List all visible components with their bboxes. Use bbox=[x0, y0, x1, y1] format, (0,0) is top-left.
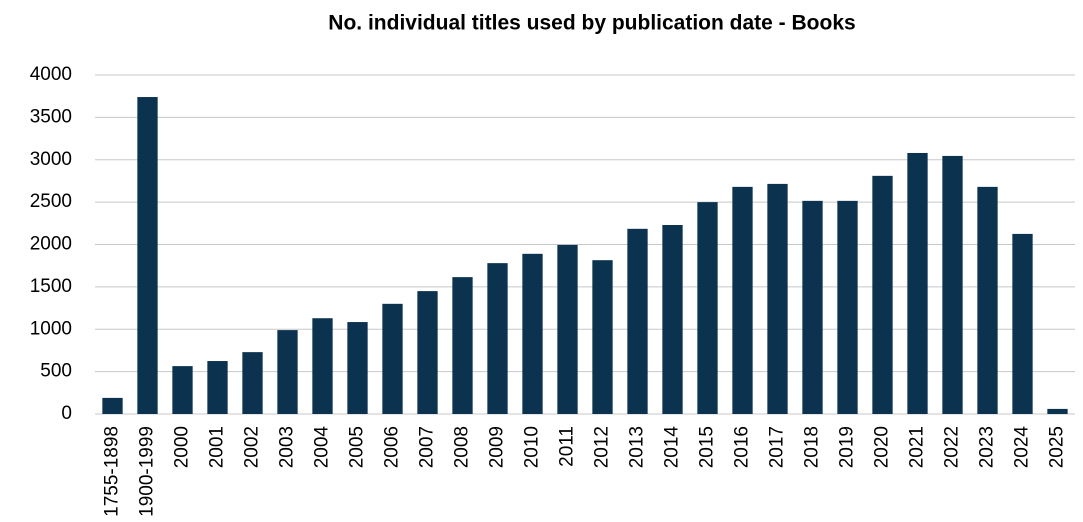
bar bbox=[382, 303, 403, 414]
x-tick-label: 2015 bbox=[697, 426, 718, 468]
bar bbox=[242, 352, 263, 414]
y-tick-label: 3500 bbox=[30, 106, 72, 127]
chart-title: No. individual titles used by publicatio… bbox=[328, 12, 855, 35]
x-tick-label: 2006 bbox=[382, 426, 403, 468]
x-tick-label: 2002 bbox=[242, 426, 263, 468]
x-tick-label: 2020 bbox=[872, 426, 893, 468]
x-tick-label: 2005 bbox=[347, 426, 368, 468]
bar bbox=[907, 152, 928, 414]
x-tick-label: 2000 bbox=[172, 426, 193, 468]
y-tick-label: 2000 bbox=[30, 234, 72, 255]
bar bbox=[767, 183, 788, 414]
y-tick-label: 3000 bbox=[30, 149, 72, 170]
bar bbox=[487, 263, 508, 414]
bar bbox=[662, 225, 683, 414]
x-tick-label: 2009 bbox=[487, 426, 508, 468]
x-tick-label: 1900-1999 bbox=[137, 426, 158, 517]
bar bbox=[977, 186, 998, 414]
bar bbox=[1047, 408, 1068, 414]
x-tick-label: 2011 bbox=[557, 426, 578, 467]
x-tick-label: 2016 bbox=[732, 426, 753, 468]
x-tick-label: 2018 bbox=[802, 426, 823, 468]
bar bbox=[102, 397, 123, 414]
x-tick-label: 2014 bbox=[662, 426, 683, 469]
x-tick-label: 2022 bbox=[942, 426, 963, 468]
y-tick-label: 0 bbox=[61, 403, 72, 424]
bar bbox=[732, 186, 753, 414]
x-tick-label: 2013 bbox=[627, 426, 648, 468]
x-tick-label: 2017 bbox=[767, 426, 788, 468]
x-tick-label: 2024 bbox=[1012, 426, 1033, 469]
bar bbox=[417, 291, 438, 414]
x-tick-label: 1755-1898 bbox=[102, 426, 123, 517]
bar bbox=[1012, 233, 1033, 414]
bar bbox=[347, 322, 368, 414]
bar bbox=[592, 260, 613, 414]
y-tick-label: 2500 bbox=[30, 191, 72, 212]
x-tick-label: 2007 bbox=[417, 426, 438, 468]
bar bbox=[697, 202, 718, 414]
x-tick-label: 2012 bbox=[592, 426, 613, 468]
bar bbox=[172, 366, 193, 414]
bar bbox=[522, 253, 543, 414]
x-tick-label: 2001 bbox=[207, 426, 228, 468]
y-tick-label: 4000 bbox=[30, 64, 72, 85]
bar bbox=[137, 97, 158, 414]
x-tick-label: 2025 bbox=[1047, 426, 1068, 468]
bar bbox=[312, 318, 333, 414]
y-tick-label: 500 bbox=[40, 361, 72, 382]
y-tick-label: 1500 bbox=[30, 276, 72, 297]
x-tick-label: 2023 bbox=[977, 426, 998, 468]
x-tick-label: 2004 bbox=[312, 426, 333, 469]
x-tick-label: 2003 bbox=[277, 426, 298, 468]
bar bbox=[452, 277, 473, 414]
bar bbox=[277, 330, 298, 414]
x-tick-label: 2021 bbox=[907, 426, 928, 468]
x-tick-label: 2019 bbox=[837, 426, 858, 468]
bar bbox=[802, 200, 823, 414]
bar bbox=[942, 155, 963, 414]
bar bbox=[627, 228, 648, 414]
y-tick-label: 1000 bbox=[30, 318, 72, 339]
x-tick-label: 2010 bbox=[522, 426, 543, 468]
bar bbox=[872, 175, 893, 414]
bar bbox=[557, 244, 578, 414]
bar bbox=[837, 200, 858, 414]
bar bbox=[207, 361, 228, 414]
x-tick-label: 2008 bbox=[452, 426, 473, 468]
